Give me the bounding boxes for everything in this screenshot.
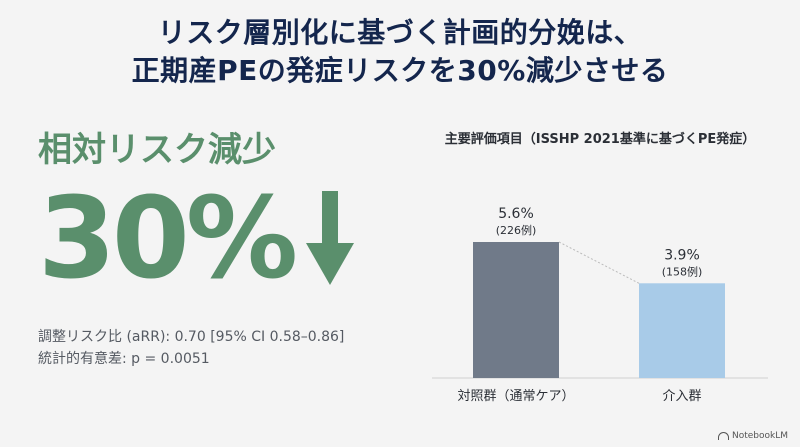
down-arrow-icon <box>306 191 355 285</box>
slide-title: リスク層別化に基づく計画的分娩は、 正期産PEの発症リスクを30%減少させる <box>0 14 800 90</box>
p-value: 統計的有意差: p = 0.0051 <box>38 351 210 367</box>
chart-title: 主要評価項目（ISSHP 2021基準に基づくPE発症） <box>444 132 756 147</box>
notebooklm-logo-icon <box>717 432 729 440</box>
brand-name: NotebookLM <box>731 431 788 441</box>
x-tick-label-0: 対照群（通常ケア） <box>457 389 574 404</box>
change-connector-line <box>558 241 640 284</box>
stats-block: 調整リスク比 (aRR): 0.70 [95% CI 0.58–0.86] 統計… <box>38 326 398 370</box>
data-label-count-1: (158例) <box>662 264 703 278</box>
metric-value: 30% <box>38 174 298 304</box>
chart-svg: 5.6%(226例) 対照群（通常ケア） 3.9%(158例) 介入群 <box>432 206 768 404</box>
data-label-count-0: (226例) <box>496 223 537 237</box>
title-line-2: 正期産PEの発症リスクを30%減少させる <box>131 54 669 87</box>
data-label-value-1: 3.9% <box>664 247 700 263</box>
title-line-1: リスク層別化に基づく計画的分娩は、 <box>157 16 643 49</box>
metric-display: 30% <box>38 174 398 304</box>
footer-logo: NotebookLM <box>717 431 788 441</box>
adjusted-risk-ratio: 調整リスク比 (aRR): 0.70 [95% CI 0.58–0.86] <box>38 329 345 345</box>
x-tick-label-1: 介入群 <box>662 389 701 404</box>
metric-label: 相対リスク減少 <box>38 130 276 170</box>
data-label-value-0: 5.6% <box>498 206 534 222</box>
bar-intervention <box>639 283 725 378</box>
bar-control <box>473 242 559 378</box>
bar-chart: 主要評価項目（ISSHP 2021基準に基づくPE発症） 5.6% (226例) 対… <box>424 128 776 418</box>
metric-panel: 相対リスク減少 30% 調整リスク比 (aRR): 0.70 [95% CI 0… <box>38 130 398 370</box>
